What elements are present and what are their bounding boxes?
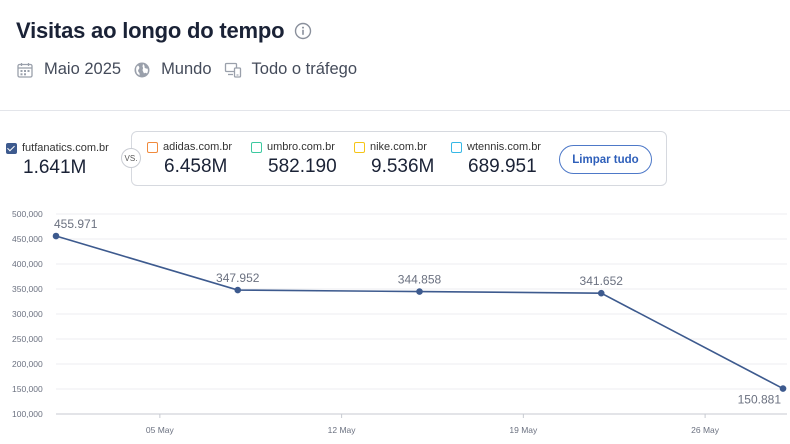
- competitor-item-wtennis[interactable]: wtennis.com.br 689.951: [451, 141, 541, 178]
- competitor-item-umbro[interactable]: umbro.com.br 582.190: [251, 141, 337, 178]
- competitor-value: 9.536M: [371, 156, 435, 177]
- y-tick-label: 250,000: [12, 334, 43, 344]
- series-line: [55, 235, 784, 390]
- competitor-domain: umbro.com.br: [267, 141, 335, 153]
- date-filter-label: Maio 2025: [44, 60, 122, 78]
- globe-icon: [133, 61, 151, 79]
- calendar-icon: [16, 61, 34, 79]
- competitor-domain: wtennis.com.br: [467, 141, 541, 153]
- y-tick-label: 450,000: [12, 234, 43, 244]
- competitor-item-adidas[interactable]: adidas.com.br 6.458M: [147, 141, 232, 178]
- competitor-domain: nike.com.br: [370, 141, 427, 153]
- main-site-value: 1.641M: [23, 157, 87, 178]
- region-filter[interactable]: Mundo: [133, 60, 212, 79]
- y-tick-label: 100,000: [12, 409, 43, 419]
- competitor-value: 6.458M: [164, 156, 228, 177]
- checkbox-icon[interactable]: [251, 141, 262, 153]
- y-tick-label: 350,000: [12, 284, 43, 294]
- page-title: Visitas ao longo do tempo: [16, 18, 285, 43]
- clear-all-button[interactable]: Limpar tudo: [559, 145, 652, 174]
- data-point: [779, 385, 787, 392]
- visits-line-chart: 100,000 150,000 200,000 250,000 300,000 350,0…: [12, 209, 787, 435]
- checkbox-icon[interactable]: [451, 141, 462, 153]
- region-filter-label: Mundo: [161, 60, 212, 78]
- filter-bar: Maio 2025 Mundo Todo o tráfego: [16, 60, 357, 79]
- traffic-filter[interactable]: Todo o tráfego: [224, 60, 358, 79]
- y-tick-label: 200,000: [12, 359, 43, 369]
- header: Visitas ao longo do tempo: [16, 18, 312, 44]
- date-filter[interactable]: Maio 2025: [16, 60, 121, 79]
- info-icon[interactable]: [294, 22, 312, 40]
- x-tick-label: 05 May: [146, 425, 175, 435]
- vs-badge: VS.: [121, 148, 141, 168]
- x-tick-label: 26 May: [691, 425, 720, 435]
- data-point: [597, 289, 605, 297]
- main-site-domain: futfanatics.com.br: [22, 142, 109, 154]
- y-tick-label: 500,000: [12, 209, 43, 219]
- checkbox-icon[interactable]: [354, 141, 365, 153]
- y-tick-label: 400,000: [12, 259, 43, 269]
- divider: [0, 110, 790, 111]
- x-tick-label: 19 May: [509, 425, 538, 435]
- competitor-domain: adidas.com.br: [163, 141, 233, 153]
- data-point: [234, 286, 242, 294]
- checkbox-icon[interactable]: [147, 141, 158, 153]
- main-site-legend[interactable]: futfanatics.com.br 1.641M: [6, 142, 109, 179]
- devices-icon: [224, 61, 242, 79]
- competitor-value: 689.951: [468, 156, 537, 177]
- data-label: 455.971: [54, 217, 98, 231]
- traffic-filter-label: Todo o tráfego: [251, 60, 358, 78]
- competitor-item-nike[interactable]: nike.com.br 9.536M: [354, 141, 434, 178]
- y-tick-label: 150,000: [12, 384, 43, 394]
- checkbox-checked-icon[interactable]: [6, 142, 17, 154]
- y-tick-label: 300,000: [12, 309, 43, 319]
- x-tick-label: 12 May: [328, 425, 357, 435]
- data-label: 344.858: [398, 273, 442, 287]
- data-label: 347.952: [216, 271, 260, 285]
- competitor-value: 582.190: [268, 156, 337, 177]
- data-label: 150.881: [738, 393, 782, 407]
- data-point: [52, 232, 60, 240]
- data-point: [416, 288, 423, 295]
- competitors-panel: adidas.com.br 6.458M umbro.com.br 582.19…: [131, 131, 667, 186]
- data-label: 341.652: [580, 274, 624, 288]
